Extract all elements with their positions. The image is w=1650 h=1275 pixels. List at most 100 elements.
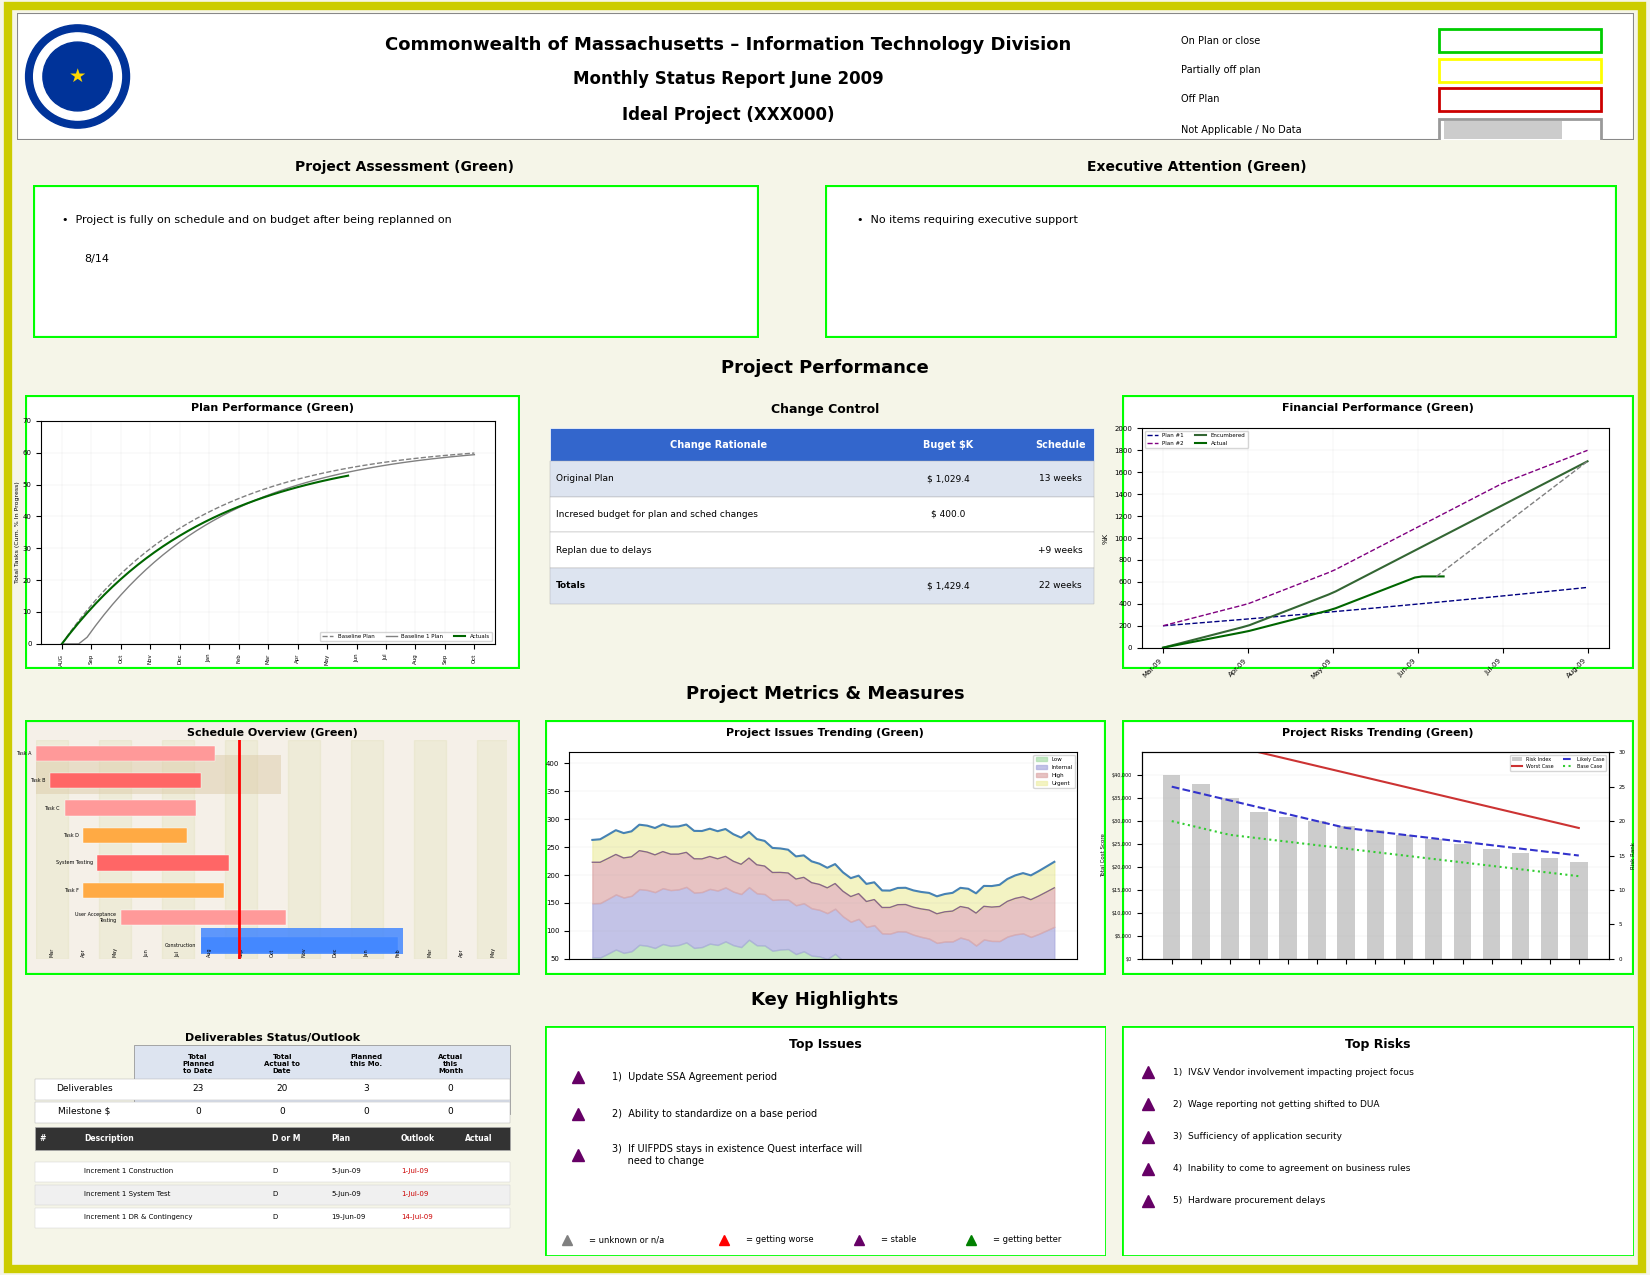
- Text: Commonwealth of Massachusetts – Information Technology Division: Commonwealth of Massachusetts – Informat…: [384, 36, 1071, 54]
- Bar: [35, 1127, 510, 1150]
- Likely Case: [1336, 820, 1356, 835]
- Plan #1: [1290, 607, 1310, 622]
- Text: Jun: Jun: [144, 949, 148, 956]
- Base Case: [1539, 864, 1559, 880]
- Bar: [35, 1162, 510, 1182]
- Base Case: [1279, 834, 1299, 849]
- Bar: [1251, 812, 1267, 959]
- Text: D: D: [272, 1191, 277, 1197]
- Text: 0: 0: [447, 1084, 454, 1093]
- Text: 3)  If UIFPDS stays in existence Quest interface will
     need to change: 3) If UIFPDS stays in existence Quest in…: [612, 1144, 861, 1165]
- Bar: [1424, 839, 1442, 959]
- Actual: [1247, 621, 1267, 636]
- Likely Case: [1307, 813, 1327, 829]
- Text: Actual
this
Month: Actual this Month: [437, 1054, 464, 1074]
- FancyBboxPatch shape: [25, 395, 520, 669]
- Bar: [51, 773, 201, 788]
- Text: Description: Description: [84, 1135, 134, 1144]
- Bar: [97, 856, 229, 871]
- Y-axis label: %K: %K: [1102, 533, 1109, 543]
- Text: Increment 1 Construction: Increment 1 Construction: [84, 1168, 173, 1174]
- Text: Total
Planned
to Date: Total Planned to Date: [182, 1054, 214, 1074]
- Text: Increment 1 DR & Contingency: Increment 1 DR & Contingency: [84, 1214, 193, 1220]
- Text: User Acceptance
Testing: User Acceptance Testing: [76, 913, 116, 923]
- Base Case: [1452, 854, 1472, 870]
- Text: Buget $K: Buget $K: [924, 440, 974, 450]
- Plan #1: [1224, 612, 1244, 627]
- Text: Oct: Oct: [271, 949, 276, 956]
- FancyBboxPatch shape: [1439, 29, 1600, 52]
- Likely Case: [1249, 799, 1269, 815]
- Text: Executive Attention (Green): Executive Attention (Green): [1087, 161, 1307, 175]
- Plan #1: [1577, 580, 1597, 595]
- Actual: [1427, 569, 1447, 584]
- Text: = getting better: = getting better: [993, 1235, 1061, 1244]
- Worst Case: [1219, 738, 1239, 754]
- Text: Project Issues Trending (Green): Project Issues Trending (Green): [726, 728, 924, 738]
- Text: +9 weeks: +9 weeks: [1038, 546, 1082, 555]
- Likely Case: [1219, 793, 1239, 808]
- Text: $ 1,029.4: $ 1,029.4: [927, 474, 970, 483]
- Actual: [1233, 625, 1252, 640]
- Actual: [1318, 603, 1338, 618]
- Worst Case: [1394, 779, 1414, 794]
- FancyBboxPatch shape: [1439, 88, 1600, 111]
- Base Case: [1336, 842, 1356, 857]
- FancyBboxPatch shape: [16, 13, 1634, 140]
- Actual: [1153, 640, 1173, 655]
- Text: Change Control: Change Control: [771, 403, 879, 417]
- Text: System Testing: System Testing: [56, 861, 92, 866]
- Text: Task F: Task F: [64, 887, 79, 892]
- Actual: [1391, 575, 1411, 590]
- Actual: [1340, 595, 1360, 611]
- Text: Deliverables Status/Outlook: Deliverables Status/Outlook: [185, 1033, 360, 1043]
- Bar: [1541, 858, 1559, 959]
- Text: Schedule Overview (Green): Schedule Overview (Green): [186, 728, 358, 738]
- Text: Project Risks Trending (Green): Project Risks Trending (Green): [1282, 728, 1473, 738]
- FancyBboxPatch shape: [1444, 121, 1563, 139]
- Bar: [549, 428, 1094, 462]
- Base Case: [1307, 838, 1327, 853]
- Likely Case: [1452, 834, 1472, 849]
- Text: Ideal Project (XXX000): Ideal Project (XXX000): [622, 106, 835, 124]
- Worst Case: [1539, 813, 1559, 829]
- Bar: [64, 801, 196, 816]
- Y-axis label: Risk Rank: Risk Rank: [1632, 842, 1637, 870]
- Plan #2: [1297, 574, 1317, 589]
- Text: Total
Actual to
Date: Total Actual to Date: [264, 1054, 300, 1074]
- Text: $ 1,429.4: $ 1,429.4: [927, 581, 970, 590]
- Actual: [1168, 638, 1188, 653]
- Text: Not Applicable / No Data: Not Applicable / No Data: [1181, 125, 1302, 135]
- Worst Case: [1336, 765, 1356, 780]
- Text: 4)  Inability to come to agreement on business rules: 4) Inability to come to agreement on bus…: [1173, 1164, 1411, 1173]
- Worst Case: [1569, 820, 1589, 835]
- Text: 1)  Update SSA Agreement period: 1) Update SSA Agreement period: [612, 1072, 777, 1082]
- Text: 14-Jul-09: 14-Jul-09: [401, 1214, 432, 1220]
- Base Case: [1366, 844, 1386, 859]
- Bar: [36, 755, 281, 794]
- Text: Jan: Jan: [365, 949, 370, 956]
- Plan #2: [1224, 599, 1244, 615]
- Actual: [1398, 572, 1417, 588]
- Text: 3)  Sufficiency of application security: 3) Sufficiency of application security: [1173, 1132, 1341, 1141]
- Legend: Baseline Plan, Baseline 1 Plan, Actuals: Baseline Plan, Baseline 1 Plan, Actuals: [320, 631, 492, 641]
- Actual: [1370, 584, 1389, 599]
- Text: 1-Jul-09: 1-Jul-09: [401, 1168, 429, 1174]
- Likely Case: [1191, 785, 1211, 801]
- FancyBboxPatch shape: [544, 720, 1106, 975]
- Bar: [201, 937, 398, 952]
- FancyBboxPatch shape: [33, 185, 759, 338]
- Text: 2)  Ability to standardize on a base period: 2) Ability to standardize on a base peri…: [612, 1108, 817, 1118]
- Likely Case: [1511, 842, 1531, 857]
- Actual: [1434, 569, 1454, 584]
- Bar: [1279, 816, 1297, 959]
- Bar: [1221, 798, 1239, 959]
- Text: Deliverables: Deliverables: [56, 1084, 112, 1093]
- Bar: [99, 740, 130, 959]
- Bar: [35, 1207, 510, 1228]
- Bar: [549, 497, 1094, 533]
- Bar: [1191, 784, 1209, 959]
- Text: Task D: Task D: [63, 833, 79, 838]
- Actual: [1290, 611, 1310, 626]
- Bar: [477, 740, 508, 959]
